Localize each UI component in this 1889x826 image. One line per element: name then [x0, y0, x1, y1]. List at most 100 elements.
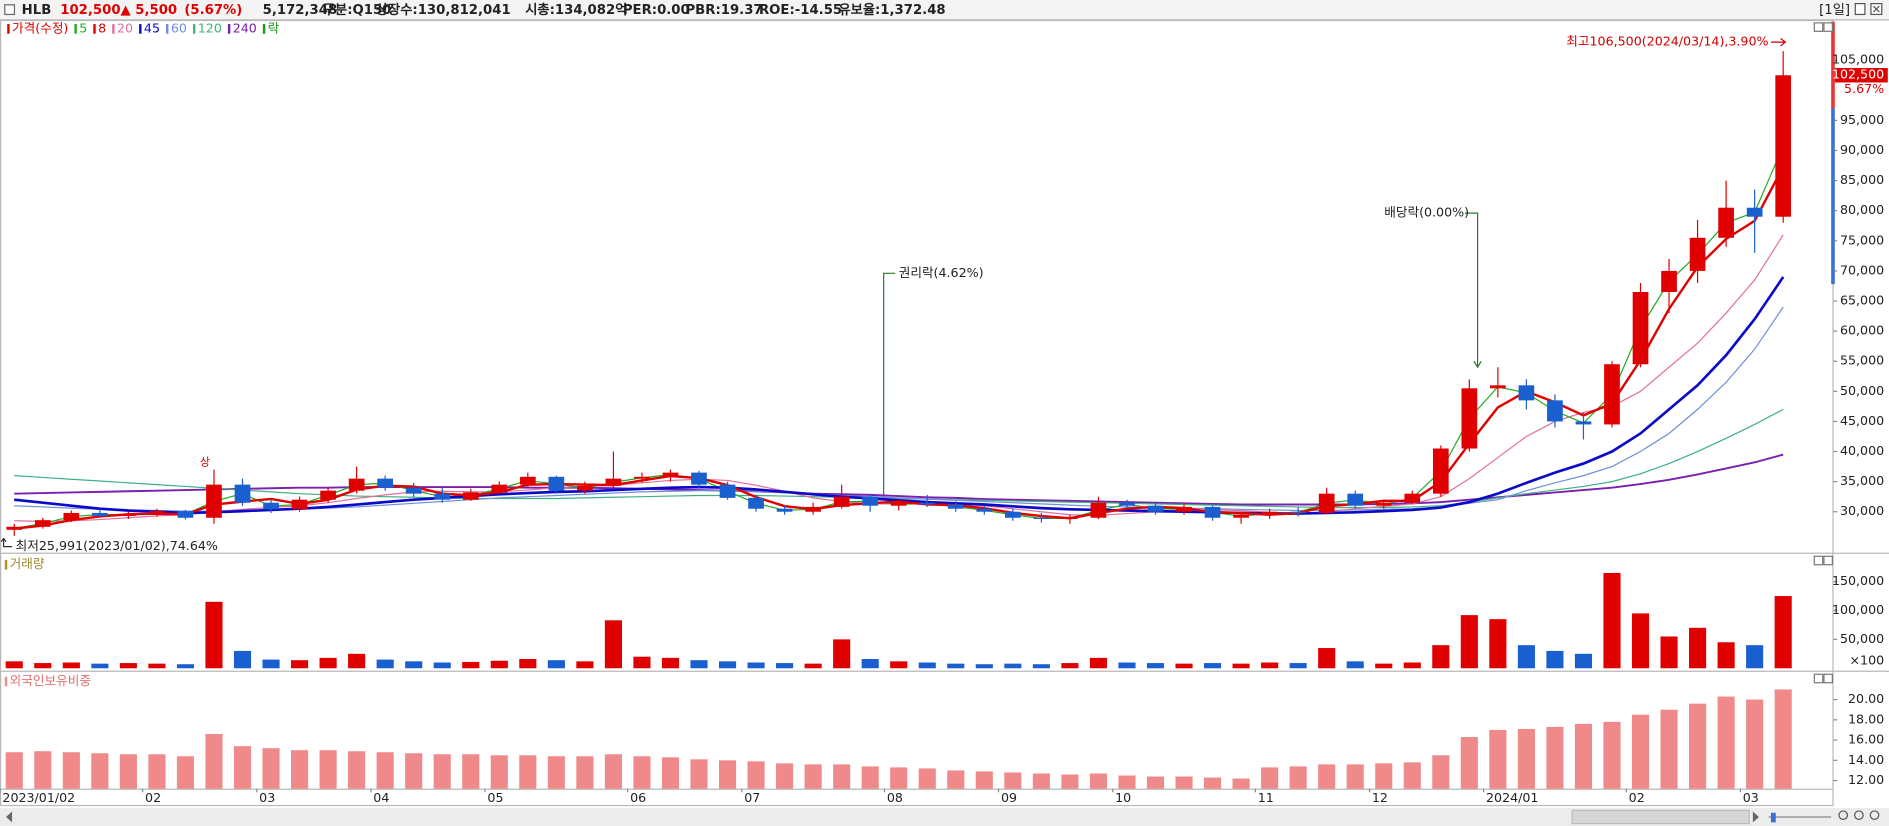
scroll-right[interactable] — [1752, 811, 1759, 823]
axis-indicator — [1831, 21, 1835, 109]
x-tick-label: 02 — [145, 790, 161, 805]
legend-swatch — [166, 24, 169, 34]
volume-bar — [604, 620, 622, 669]
foreign-ratio-bar — [1175, 776, 1193, 789]
candle-body — [1090, 502, 1107, 518]
zoom-handle[interactable] — [1770, 812, 1776, 823]
volume-bar — [776, 663, 794, 669]
foreign-ratio-bar — [262, 748, 280, 789]
foreign-ratio-bar — [604, 754, 622, 789]
volume-bar — [547, 660, 565, 669]
pane-max-button[interactable] — [1813, 555, 1824, 566]
legend-swatch — [112, 24, 115, 34]
volume-bar — [1375, 663, 1393, 669]
header-field: 상장수:130,812,041 — [376, 1, 511, 18]
rights-annotation: 권리락(4.62%) — [899, 265, 984, 280]
foreign-ratio-bar — [1746, 699, 1764, 789]
candle-body — [1718, 207, 1734, 238]
restore-button[interactable] — [1854, 3, 1866, 16]
close-icon — [1872, 5, 1880, 13]
volume-bar — [405, 661, 423, 669]
volume-bar — [62, 662, 80, 669]
axis-indicator — [1831, 108, 1835, 285]
foreign-ratio-bar — [1318, 764, 1336, 789]
pane-close-button[interactable] — [1823, 673, 1833, 684]
volume-bar — [1774, 596, 1792, 669]
foreign-ratio-bar — [319, 750, 337, 789]
foreign-ratio-bar — [1403, 762, 1421, 789]
candle-body — [34, 520, 51, 527]
y-tick-label: 85,000 — [1840, 172, 1884, 187]
zoom-buttons — [1838, 810, 1880, 820]
legend-label: 120 — [198, 20, 222, 35]
foreign-ratio-bar — [804, 764, 822, 789]
change-pct: (5.67%) — [184, 3, 242, 18]
scroll-left[interactable] — [6, 811, 13, 823]
symbol: HLB — [22, 3, 52, 18]
x-tick-label: 12 — [1372, 790, 1388, 805]
legend-label: 5 — [79, 20, 87, 35]
foreign-ratio-bar — [233, 746, 252, 789]
current-price-label: 102,500 — [1832, 67, 1884, 82]
zoom-in[interactable] — [1838, 810, 1849, 820]
x-tick-label: 02 — [1629, 790, 1645, 805]
checkbox[interactable] — [4, 4, 16, 16]
candle-body — [63, 512, 80, 521]
pane-close-button[interactable] — [1823, 555, 1833, 566]
foreign-ratio-bar — [1631, 714, 1650, 789]
legend-label: 가격(수정) — [12, 20, 68, 35]
foreign-ratio-bar — [376, 752, 394, 789]
header-field: 유보율:1,372.48 — [838, 1, 945, 18]
pane-max-button[interactable] — [1813, 22, 1824, 32]
foreign-ratio-bar — [1717, 696, 1735, 789]
y-tick-label: 65,000 — [1840, 293, 1884, 308]
low-arrow — [0, 537, 13, 548]
foreign-ratio-bar — [747, 761, 765, 789]
y-tick-label: 100,000 — [1832, 602, 1884, 617]
zoom-out[interactable] — [1854, 810, 1864, 820]
pane-buttons — [1813, 22, 1833, 684]
candle-body — [1775, 75, 1792, 217]
x-tick-label: 08 — [887, 790, 903, 805]
y-tick-label: 75,000 — [1840, 232, 1884, 247]
volume-bar — [947, 663, 965, 669]
candle-body — [1261, 511, 1278, 515]
candle-body — [1689, 237, 1706, 271]
volume-bar — [718, 661, 737, 669]
volume-bar — [1004, 663, 1022, 669]
volume-bar — [291, 660, 309, 669]
header-field: PBR:19.37 — [685, 3, 762, 18]
foreign-ratio-bar — [291, 750, 309, 789]
legend-swatch — [227, 24, 231, 34]
current-price-tag — [1834, 68, 1888, 83]
candle-body — [833, 496, 850, 507]
scroll-thumb[interactable] — [1571, 809, 1750, 825]
volume-bar — [1032, 664, 1050, 669]
x-tick-label: 07 — [744, 790, 760, 805]
pane-max-button[interactable] — [1813, 673, 1824, 684]
volume-bar — [490, 660, 508, 669]
candle-body — [348, 478, 365, 491]
foreign-ratio-bar — [1204, 777, 1222, 789]
candle-body — [6, 526, 23, 530]
legend-swatch — [7, 24, 10, 34]
volume-bar — [1746, 645, 1764, 669]
y-tick-label: 70,000 — [1840, 262, 1884, 277]
y-tick-label: 50,000 — [1840, 631, 1884, 646]
candle-body — [434, 493, 451, 500]
y-tick-label: 150,000 — [1832, 573, 1884, 588]
y-tick-label: 95,000 — [1840, 112, 1884, 127]
candle-body — [634, 476, 650, 479]
candle-body — [1490, 385, 1506, 389]
zoom-reset[interactable] — [1869, 810, 1880, 820]
pane-close-button[interactable] — [1823, 22, 1833, 32]
y-tick-label: 90,000 — [1840, 142, 1884, 157]
period-button[interactable]: [1일] — [1819, 2, 1850, 18]
candle-body — [1318, 493, 1335, 513]
volume-bar — [1689, 627, 1707, 669]
foreign-ratio-bar — [1289, 766, 1307, 789]
foreign-title: 외국인보유비중 — [10, 673, 91, 688]
volume-bar — [975, 664, 993, 669]
